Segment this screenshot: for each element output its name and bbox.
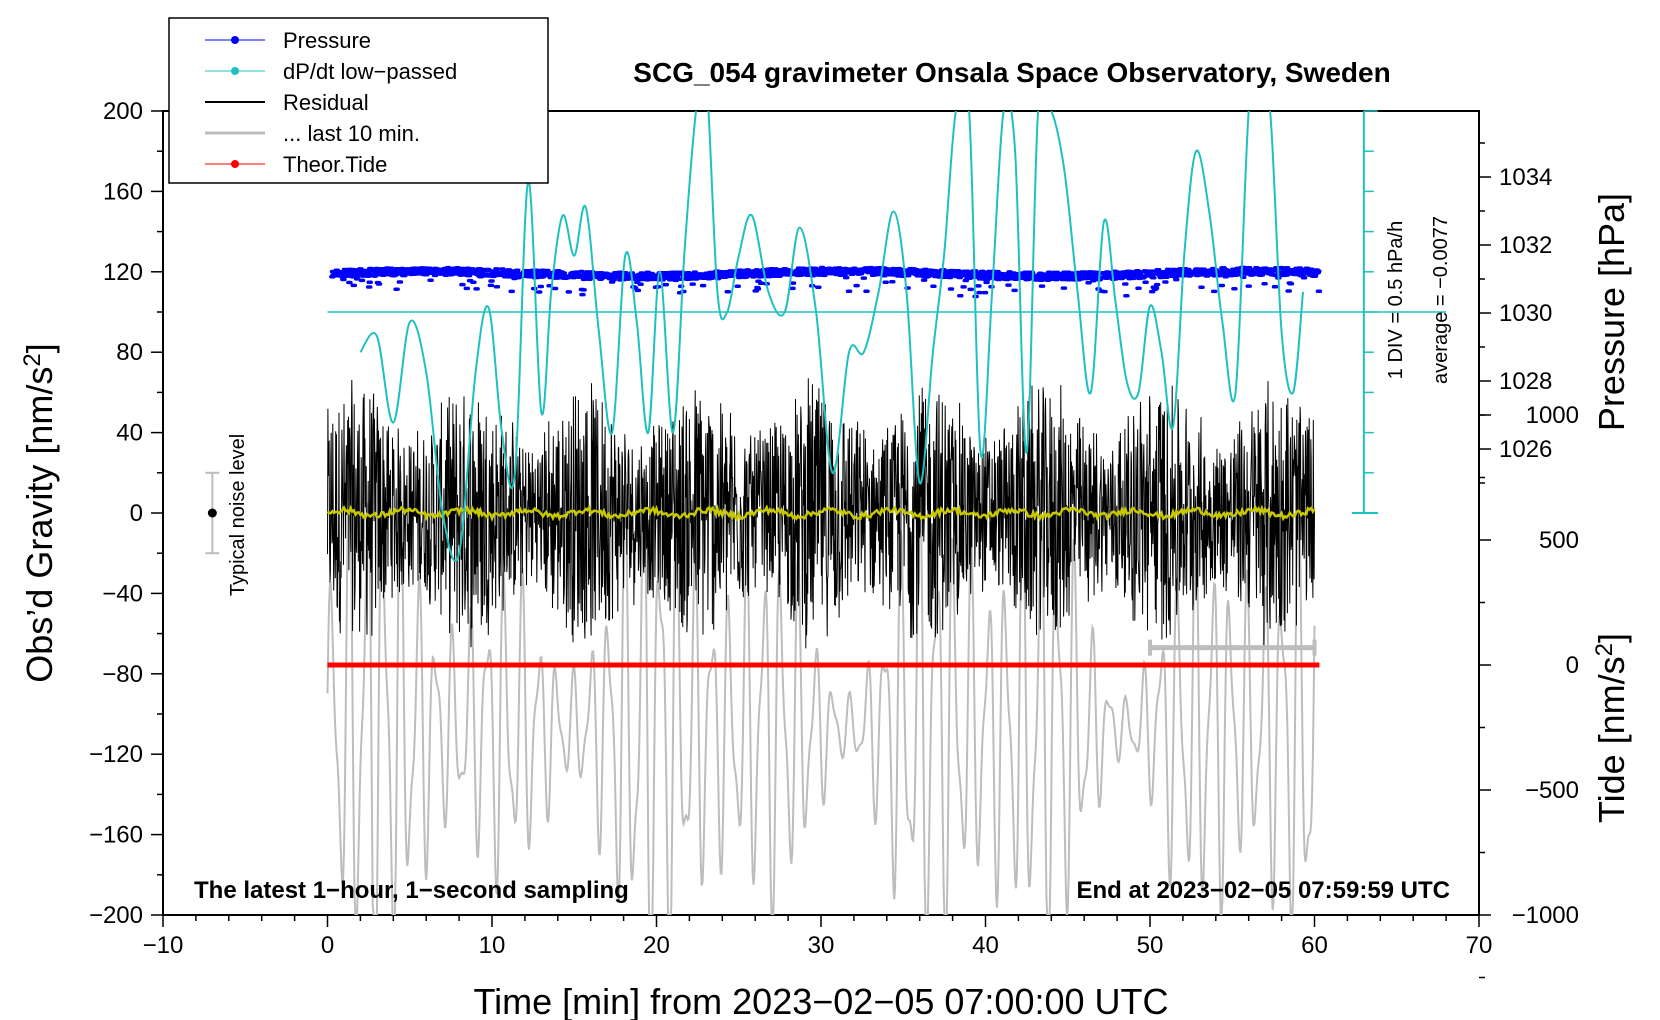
pressure-tick-label: 1028 — [1499, 368, 1552, 395]
residual-trace-group — [327, 378, 1315, 649]
residual-trace — [327, 378, 1315, 649]
pressure-tick-label: 1026 — [1499, 436, 1552, 463]
noise-level-dot — [207, 508, 217, 518]
x-tick-label: −10 — [143, 932, 184, 959]
y-tick-label: 0 — [130, 500, 143, 527]
x-tick-label: 60 — [1301, 932, 1328, 959]
y-tick-label: −200 — [89, 902, 143, 929]
x-tick-label: 50 — [1137, 932, 1164, 959]
dpdt-average-note: average = −0.0077 — [1430, 216, 1452, 384]
pressure-tick-label: 1032 — [1499, 232, 1552, 259]
x-tick-label: 70 — [1466, 932, 1493, 959]
dpdt-scale-group — [1351, 110, 1378, 514]
tide-tick-label: −1000 — [1512, 902, 1579, 929]
dpdt-scale-note: 1 DIV = 0.5 hPa/h — [1385, 221, 1407, 379]
y-tick-label: −80 — [102, 661, 143, 688]
y-tick-label: 40 — [116, 420, 143, 447]
noise-level-group — [205, 471, 220, 555]
x-tick-label: 10 — [479, 932, 506, 959]
x-tick-label: 40 — [972, 932, 999, 959]
y-tick-label: 120 — [103, 259, 143, 286]
legend-label: ... last 10 min. — [283, 121, 420, 146]
x-tick-label: 0 — [321, 932, 334, 959]
pressure-tick-label: 1030 — [1499, 300, 1552, 327]
residual-lowpass-group — [326, 504, 1316, 523]
legend-label: Pressure — [283, 28, 371, 53]
legend-swatch-marker — [231, 36, 239, 44]
tide-tick-label: 0 — [1566, 652, 1579, 679]
y-axis-title-pressure: Pressure [hPa] — [1591, 193, 1632, 431]
y-axis-gravity: 200 160 120 80 40 0 −40 −80 −120 −160 −200 — [89, 98, 163, 929]
y-tick-label: 160 — [103, 178, 143, 205]
legend-label: dP/dt low−passed — [283, 59, 457, 84]
pressure-points — [329, 265, 1323, 299]
tide-tick-label: 500 — [1539, 527, 1579, 554]
dpdt-curve-group — [327, 111, 1447, 562]
y-tick-label: −160 — [89, 822, 143, 849]
legend-swatch-marker — [231, 67, 239, 75]
last-10-min-trace — [326, 465, 1316, 915]
legend: Pressure dP/dt low−passed Residual ... last… — [168, 17, 549, 184]
last-10-min-trace-group — [326, 465, 1316, 915]
x-tick-label: 30 — [808, 932, 835, 959]
legend-label: Theor.Tide — [283, 152, 387, 177]
note-left: The latest 1−hour, 1−second sampling — [194, 877, 629, 904]
noise-level-label: Typical noise level — [227, 434, 249, 596]
pressure-points-group — [329, 265, 1323, 299]
pressure-tick-label: 1034 — [1499, 164, 1552, 191]
last-10-min-bar-group — [1148, 639, 1317, 656]
chart-title: SCG_054 gravimeter Onsala Space Observat… — [633, 57, 1390, 88]
y-tick-label: −120 — [89, 741, 143, 768]
x-axis-title: Time [min] from 2023−02−05 07:00:00 UTC — [473, 981, 1168, 1020]
x-tick-label: 20 — [643, 932, 670, 959]
legend-label: Residual — [283, 90, 369, 115]
y-tick-label: 80 — [116, 339, 143, 366]
tide-tick-label: 1000 — [1526, 402, 1579, 429]
y-axis-pressure: 1034 1032 1030 1028 1026 — [1479, 142, 1552, 484]
x-axis: −10 0 10 20 30 40 50 60 70 — [143, 915, 1493, 959]
dpdt-curve — [359, 111, 1304, 562]
y-tick-label: 200 — [103, 98, 143, 125]
residual-lowpass-trace — [326, 504, 1316, 523]
note-right: End at 2023−02−05 07:59:59 UTC — [1076, 877, 1450, 904]
y-tick-label: −40 — [102, 580, 143, 607]
y-axis-title-gravity: Obs’d Gravity [nm/s2] — [19, 343, 60, 682]
y-axis-title-tide: Tide [nm/s2] — [1591, 633, 1632, 823]
legend-box — [168, 17, 549, 184]
tide-tick-label: −500 — [1525, 777, 1579, 804]
legend-swatch-marker — [231, 160, 239, 168]
